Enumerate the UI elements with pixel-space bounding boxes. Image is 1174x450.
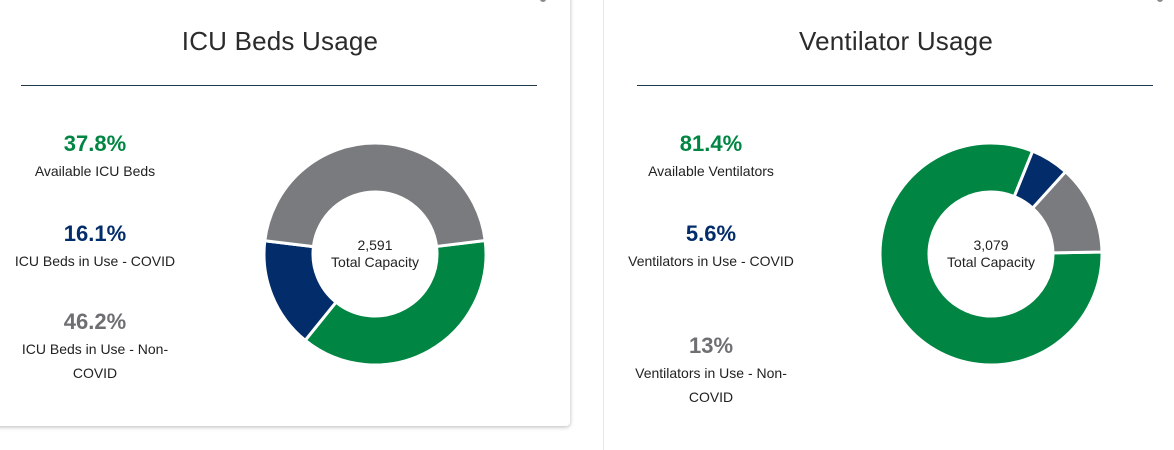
ventilator-stat-non-covid: 13% Ventilators in Use - Non-COVID <box>611 333 811 409</box>
slice-in-use-non-covid[interactable] <box>263 141 487 249</box>
column-divider <box>603 0 604 450</box>
ventilator-total-capacity-value: 3,079 <box>973 237 1008 253</box>
stat-label: Available ICU Beds <box>34 163 156 179</box>
stat-label: Available Ventilators <box>648 163 774 179</box>
stat-value: 81.4% <box>679 131 743 156</box>
icu-total-capacity-label: Total Capacity <box>331 254 419 270</box>
stat-value: 16.1% <box>63 221 127 246</box>
ventilator-donut-chart: 3,079 Total Capacity <box>878 141 1104 367</box>
stat-value: 5.6% <box>685 221 737 246</box>
stat-label: Ventilators in Use - COVID <box>628 253 794 269</box>
icu-stat-non-covid: 46.2% ICU Beds in Use - Non-COVID <box>0 309 195 385</box>
stat-label: Ventilators in Use - Non-COVID <box>635 365 787 405</box>
icu-donut-chart: 2,591 Total Capacity <box>262 141 488 367</box>
icu-title-rule <box>21 85 537 86</box>
ventilator-stat-available: 81.4% Available Ventilators <box>611 131 811 183</box>
icu-stat-available: 37.8% Available ICU Beds <box>0 131 195 183</box>
stat-label: ICU Beds in Use - COVID <box>14 253 176 269</box>
stat-value: 13% <box>688 333 734 358</box>
slice-available[interactable] <box>303 238 488 367</box>
ventilator-total-capacity-label: Total Capacity <box>947 254 1035 270</box>
stat-value: 46.2% <box>63 309 127 334</box>
stat-value: 37.8% <box>63 131 127 156</box>
slice-available[interactable] <box>878 141 1104 367</box>
ventilator-stat-covid: 5.6% Ventilators in Use - COVID <box>611 221 811 273</box>
ventilator-title-rule <box>637 85 1153 86</box>
card-menu-icon <box>540 0 546 2</box>
slice-in-use-non-covid[interactable] <box>1031 170 1104 255</box>
stat-label: ICU Beds in Use - Non-COVID <box>21 341 169 381</box>
ventilator-title: Ventilator Usage <box>799 26 993 56</box>
icu-total-capacity-value: 2,591 <box>357 237 392 253</box>
icu-stat-covid: 16.1% ICU Beds in Use - COVID <box>0 221 195 273</box>
icu-title: ICU Beds Usage <box>181 26 379 56</box>
card-menu-icon <box>1157 0 1163 2</box>
